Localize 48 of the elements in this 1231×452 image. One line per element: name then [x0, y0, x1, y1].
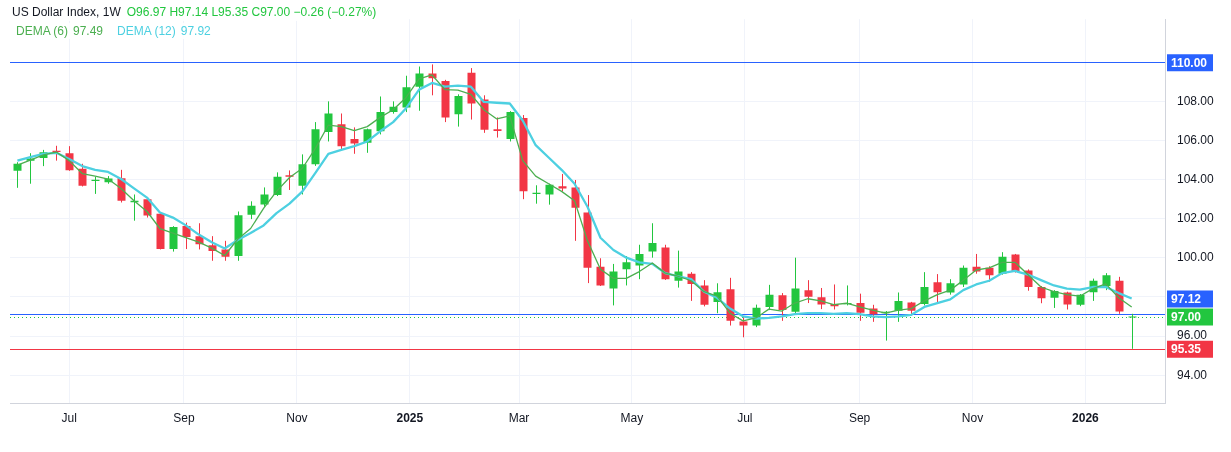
chart-title: US Dollar Index, 1W [12, 5, 121, 19]
x-tick-label: Mar [508, 411, 530, 426]
x-tick-label: 2026 [1072, 411, 1100, 426]
chart-subtitle: O96.97 H97.14 L95.35 C97.00 −0.26 (−0.27%) [126, 5, 377, 19]
candlestick [324, 100, 333, 142]
annotation: 97.92 [180, 24, 211, 38]
x-tick-label: Jul [737, 411, 753, 426]
ref-line-label: 95.35 [1171, 342, 1202, 357]
y-tick-label: 108.00 [1177, 93, 1215, 108]
x-tick-label: 2025 [396, 411, 424, 426]
ref-line-label: 97.12 [1171, 291, 1202, 306]
candlestick [13, 161, 22, 189]
candlestick [894, 291, 903, 323]
y-tick-label: 104.00 [1177, 171, 1215, 186]
y-tick-label: 96.00 [1177, 328, 1208, 343]
x-tick-label: Sep [173, 411, 195, 426]
y-tick-label: 94.00 [1177, 367, 1208, 382]
candlestick [350, 126, 359, 155]
text: DEMA (12) [117, 24, 176, 38]
candlestick [337, 112, 346, 150]
candlestick [739, 316, 748, 338]
annotation: 97.49 [73, 24, 104, 38]
candlestick [765, 284, 774, 311]
candlestick [609, 263, 618, 306]
candlestick [791, 257, 800, 314]
candlestick [493, 116, 502, 139]
x-tick-label: Jul [61, 411, 77, 426]
text: DEMA (6) [16, 24, 69, 38]
y-tick-label: 100.00 [1177, 250, 1215, 265]
candlestick [169, 225, 178, 253]
candlestick [933, 273, 942, 303]
candlestick [804, 279, 813, 304]
candlestick [298, 153, 307, 195]
y-tick-label: 106.00 [1177, 132, 1215, 147]
x-tick-label: Nov [286, 411, 308, 426]
candlestick [260, 186, 269, 208]
x-tick-label: May [620, 411, 644, 426]
candlestick [778, 292, 787, 322]
x-tick-label: Sep [848, 411, 871, 426]
x-tick-label: Nov [961, 411, 984, 426]
ref-line-label: 97.00 [1171, 309, 1202, 324]
candlestick [920, 271, 929, 306]
candlestick [648, 222, 657, 259]
y-tick-label: 102.00 [1177, 211, 1215, 226]
candlestick [596, 257, 605, 287]
candlestick [285, 169, 294, 191]
ref-line-label: 110.00 [1171, 55, 1208, 70]
candlestick [454, 93, 463, 128]
